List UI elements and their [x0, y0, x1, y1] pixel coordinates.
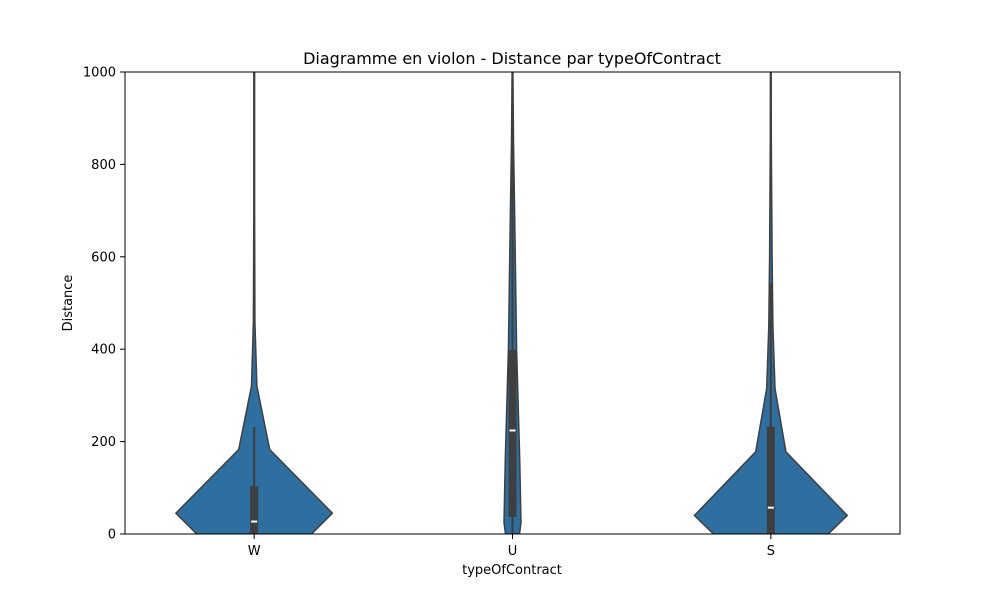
y-tick-label: 400: [91, 343, 116, 358]
x-tick-label-S: S: [767, 544, 775, 559]
y-tick-label: 600: [91, 250, 116, 265]
y-axis-label: Distance: [61, 275, 76, 332]
plot-area: [175, 72, 849, 534]
violin-body-W: [175, 72, 334, 534]
violin-iqr-box-S: [766, 426, 775, 534]
y-tick-label: 0: [108, 528, 116, 543]
y-tick-label: 200: [91, 435, 116, 450]
x-tick-label-W: W: [248, 544, 261, 559]
x-tick-label-U: U: [508, 544, 518, 559]
y-axis: 0 200 400 600 800 1000: [83, 66, 125, 543]
y-tick-label: 1000: [83, 66, 116, 81]
chart-title: Diagramme en violon - Distance par typeO…: [303, 49, 721, 68]
violin-iqr-box-U: [508, 350, 517, 517]
y-tick-label: 800: [91, 158, 116, 173]
violin-iqr-box-W: [250, 485, 259, 534]
x-axis-label: typeOfContract: [462, 563, 562, 578]
